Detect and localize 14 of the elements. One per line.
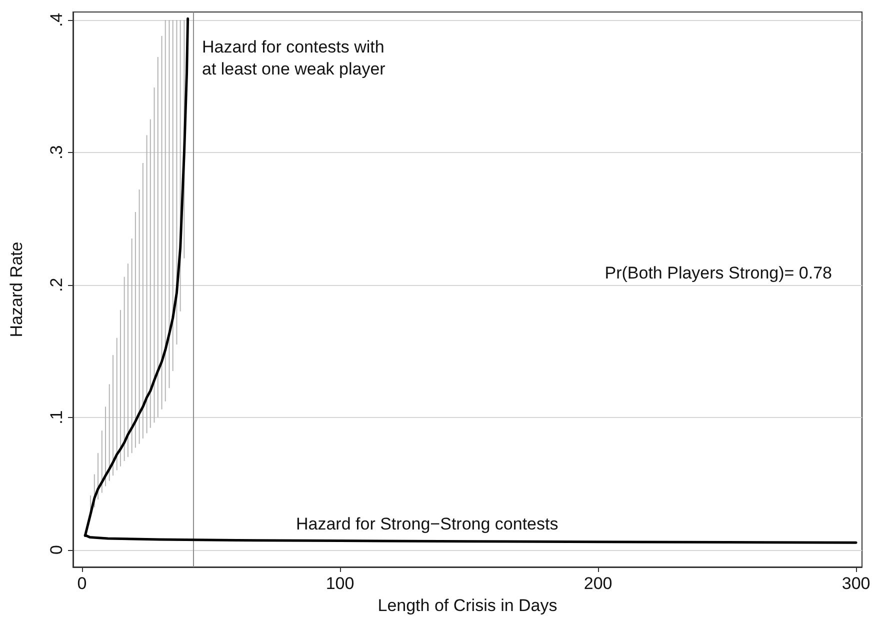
y-tick-label: .2 [47, 278, 66, 292]
annotation: Hazard for Strong−Strong contests [296, 514, 558, 534]
y-tick-label: .3 [47, 145, 66, 160]
x-tick-label: 0 [77, 574, 87, 593]
x-tick-label: 100 [326, 574, 354, 593]
y-tick-label: 0 [47, 545, 66, 555]
y-tick-label: .4 [47, 12, 66, 28]
annotation: Pr(Both Players Strong)= 0.78 [604, 264, 832, 282]
y-axis-title: Hazard Rate [7, 242, 26, 338]
y-tick-label: .1 [47, 410, 66, 424]
x-tick-label: 300 [842, 574, 870, 593]
x-axis-title: Length of Crisis in Days [378, 596, 558, 615]
annotation: Hazard for contests with at least one weak player [202, 38, 386, 78]
x-tick-label: 200 [584, 574, 612, 593]
